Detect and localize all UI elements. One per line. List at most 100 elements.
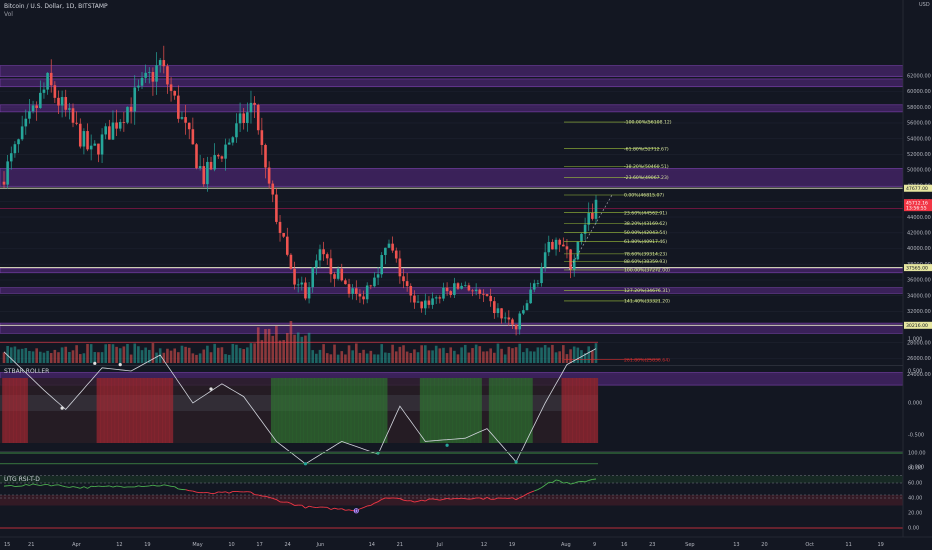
candle[interactable] (467, 285, 471, 291)
candle[interactable] (220, 156, 224, 159)
candle[interactable] (6, 161, 9, 185)
candle[interactable] (315, 260, 318, 268)
candle[interactable] (191, 129, 195, 145)
candle[interactable] (394, 250, 398, 259)
candle[interactable] (453, 283, 456, 295)
oscillator-signal-dot[interactable] (514, 460, 518, 464)
candle[interactable] (514, 324, 518, 330)
candle[interactable] (529, 289, 532, 304)
candle[interactable] (78, 123, 82, 147)
candle[interactable] (198, 166, 202, 169)
candle[interactable] (402, 276, 405, 282)
oscillator-signal-dot[interactable] (445, 443, 449, 447)
candle[interactable] (209, 161, 213, 170)
candle[interactable] (460, 285, 463, 289)
candle[interactable] (344, 280, 347, 285)
candle[interactable] (177, 95, 180, 119)
candle[interactable] (118, 122, 122, 129)
candle[interactable] (333, 274, 336, 279)
candle[interactable] (580, 233, 583, 242)
candle[interactable] (369, 285, 373, 287)
candle[interactable] (213, 155, 216, 170)
candle[interactable] (405, 281, 409, 286)
candle[interactable] (289, 254, 293, 269)
candle[interactable] (155, 65, 158, 82)
candle[interactable] (300, 282, 304, 285)
candle[interactable] (282, 232, 285, 237)
candle[interactable] (420, 301, 423, 309)
candle[interactable] (187, 122, 191, 130)
candle[interactable] (562, 244, 565, 247)
candle[interactable] (126, 106, 129, 123)
candle[interactable] (115, 122, 118, 129)
candle[interactable] (86, 131, 89, 150)
candle[interactable] (296, 284, 300, 286)
candle[interactable] (202, 166, 206, 185)
candle[interactable] (53, 85, 57, 98)
candle[interactable] (46, 72, 49, 90)
candle[interactable] (398, 258, 402, 277)
candle[interactable] (540, 267, 543, 284)
candle[interactable] (434, 297, 438, 299)
candle[interactable] (89, 145, 93, 150)
candle[interactable] (108, 126, 111, 140)
candle[interactable] (558, 239, 561, 245)
candle[interactable] (525, 303, 529, 311)
candle[interactable] (311, 267, 315, 288)
oscillator-signal-dot[interactable] (209, 387, 213, 391)
candle[interactable] (380, 255, 384, 275)
candle[interactable] (489, 295, 492, 302)
candle[interactable] (438, 297, 442, 299)
candle[interactable] (543, 252, 547, 268)
candle[interactable] (354, 288, 358, 294)
candle[interactable] (180, 117, 184, 119)
candle[interactable] (166, 66, 169, 85)
candle[interactable] (522, 310, 525, 314)
candle[interactable] (347, 284, 351, 294)
candle[interactable] (471, 290, 474, 292)
candle[interactable] (322, 249, 325, 255)
level-price-tag[interactable] (904, 321, 932, 329)
candle[interactable] (478, 289, 482, 294)
candle[interactable] (122, 122, 126, 123)
candle[interactable] (2, 181, 6, 185)
candle[interactable] (493, 301, 496, 314)
candle[interactable] (184, 117, 187, 123)
candle[interactable] (111, 122, 115, 140)
candle[interactable] (416, 301, 420, 303)
candle[interactable] (336, 268, 340, 279)
candle[interactable] (583, 224, 587, 234)
candle[interactable] (376, 274, 380, 278)
candle[interactable] (17, 139, 20, 145)
oscillator-pane[interactable] (0, 341, 903, 466)
candle[interactable] (133, 87, 137, 112)
candle[interactable] (162, 60, 166, 67)
candle[interactable] (318, 249, 322, 261)
candle[interactable] (75, 122, 78, 124)
candle[interactable] (57, 97, 60, 106)
candle[interactable] (24, 118, 28, 127)
candles[interactable] (2, 45, 598, 336)
candle[interactable] (572, 259, 576, 270)
candle[interactable] (554, 239, 558, 250)
candle[interactable] (137, 85, 140, 88)
candle[interactable] (271, 183, 275, 195)
candle[interactable] (424, 300, 427, 309)
candle[interactable] (329, 258, 333, 275)
candle[interactable] (13, 144, 17, 154)
candle[interactable] (227, 142, 231, 145)
candle[interactable] (278, 221, 282, 233)
candle[interactable] (275, 194, 278, 222)
candle[interactable] (64, 97, 68, 110)
candle[interactable] (249, 102, 253, 113)
candle[interactable] (409, 285, 413, 296)
candle[interactable] (82, 131, 86, 147)
candle[interactable] (267, 167, 271, 184)
candle[interactable] (387, 243, 391, 248)
candle[interactable] (445, 287, 449, 292)
candle[interactable] (591, 212, 594, 219)
candle[interactable] (147, 72, 151, 73)
candle[interactable] (256, 104, 260, 131)
candle[interactable] (594, 199, 598, 219)
oscillator-signal-dot[interactable] (118, 363, 122, 367)
